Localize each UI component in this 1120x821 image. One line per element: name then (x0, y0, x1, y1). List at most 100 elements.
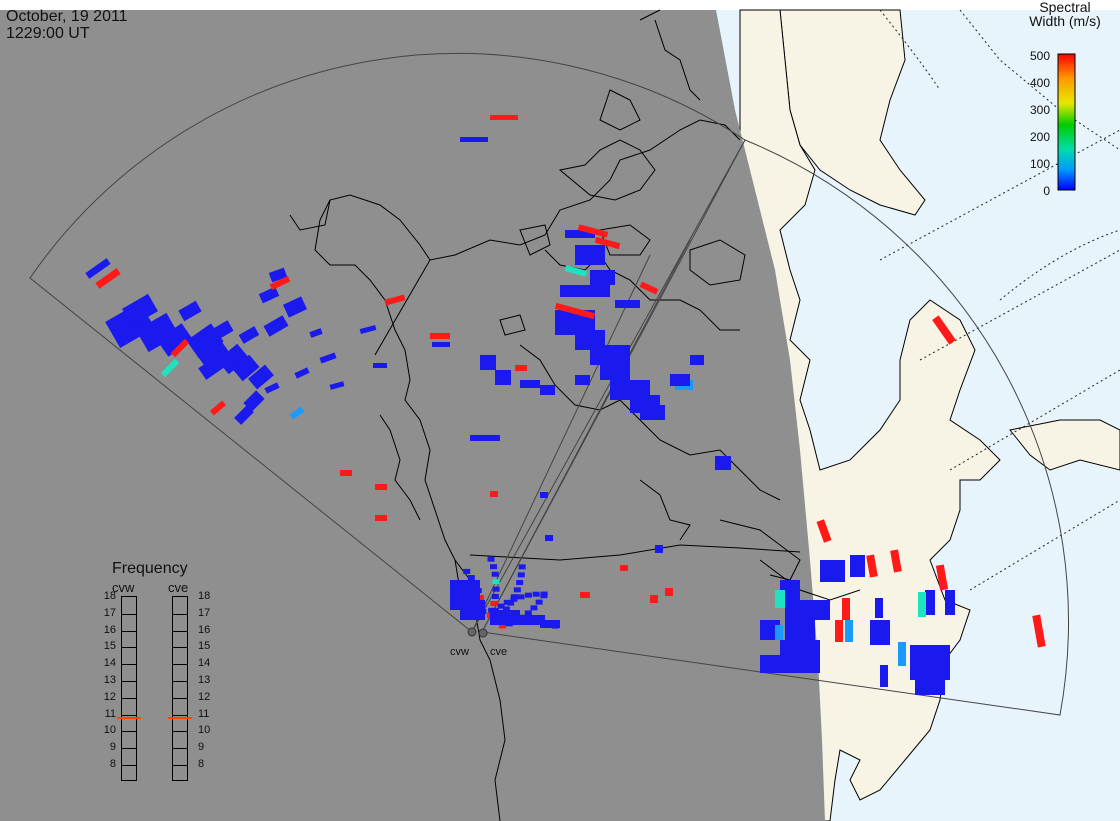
radar-echo-cell (268, 267, 288, 283)
radar-echo-cell (524, 610, 532, 616)
radar-echo-cell (870, 620, 890, 645)
radar-echo-cell (178, 300, 202, 322)
radar-echo-cell (564, 265, 588, 277)
radar-echo-cell (565, 230, 595, 238)
radar-echo-cell (517, 572, 525, 578)
radar-echo-cell (375, 515, 387, 521)
radar-echo-cell (467, 575, 475, 581)
radar-echo-cell (925, 590, 935, 615)
radar-echo-cell (577, 224, 609, 238)
radar-echo-cell (580, 592, 590, 598)
radar-echo-cell (690, 355, 704, 365)
radar-echo-cell (655, 545, 663, 553)
radar-echo-cell (665, 588, 673, 596)
radar-echo-cell (269, 276, 291, 290)
frequency-level-label: 8 (198, 758, 205, 770)
radar-echo-cell (600, 360, 630, 380)
radar-echo-cell (208, 320, 234, 342)
radar-echo-cell (640, 405, 665, 420)
radar-echo-cell (329, 381, 345, 390)
radar-echo-cell (517, 594, 525, 600)
night-region (0, 10, 825, 821)
frequency-level-label: 13 (198, 674, 211, 686)
radar-echo-cell (209, 400, 227, 416)
radar-echo-cell (540, 385, 555, 395)
frequency-level-label: 17 (103, 606, 116, 619)
radar-echo-cell (463, 568, 471, 574)
radar-echo-cell (575, 245, 605, 265)
radar-echo-cell (532, 591, 540, 597)
radar-echo-cell (932, 315, 956, 345)
radar-echoes (85, 115, 1046, 695)
radar-echo-cell (491, 571, 499, 577)
radar-echo-cell (502, 606, 510, 612)
frequency-level-label: 11 (198, 707, 210, 720)
colorbar-title-line1: Spectral (1039, 0, 1091, 15)
radar-echo-cell (95, 268, 121, 289)
radar-echo-cell (520, 380, 540, 388)
radar-echo-cell (545, 535, 553, 541)
radar-echo-cell (650, 595, 658, 603)
radar-echo-cell (460, 137, 488, 142)
frequency-column-cve: cve (168, 580, 189, 595)
colorbar-tick-label: 100 (1029, 157, 1050, 171)
frequency-column-box (172, 596, 188, 781)
radar-echo-cell (620, 565, 628, 571)
colorbar-tick-label: 200 (1029, 130, 1050, 144)
radar-echo-cell (294, 367, 310, 379)
radar-echo-cell (430, 333, 450, 339)
frequency-level-label: 12 (198, 690, 211, 703)
radar-echo-cell (384, 294, 406, 306)
radar-echo-cell (492, 586, 500, 592)
radar-echo-cell (160, 358, 180, 378)
radar-echo-cell (615, 300, 640, 308)
radar-echo-cell (945, 590, 955, 615)
radar-echo-cell (238, 326, 260, 344)
radar-site-label-cve: cve (490, 646, 508, 658)
radar-echo-cell (495, 370, 511, 385)
radar-echo-cell (540, 620, 560, 628)
radar-echo-cell (670, 374, 690, 386)
radar-echo-cell (490, 491, 498, 497)
radar-echo-cell (122, 293, 158, 327)
radar-site-label-cvw: cvw (450, 646, 469, 658)
radar-echo-cell (816, 519, 832, 543)
spectral-width-colorbar (1057, 53, 1076, 191)
radar-echo-cell (866, 554, 878, 578)
radar-echo-cell (639, 281, 659, 295)
radar-echo-cell (515, 365, 527, 371)
latitude-grid (879, 9, 1120, 591)
radar-echo-cell (918, 592, 926, 617)
frequency-level-label: 14 (103, 657, 116, 670)
radar-echo-cell (775, 625, 783, 640)
radar-echo-cell (516, 580, 524, 586)
frequency-level-label: 9 (109, 741, 116, 754)
radar-echo-cell (490, 601, 498, 607)
radar-echo-cell (842, 598, 850, 620)
radar-echo-cell (520, 615, 545, 625)
radar-echo-cell (497, 603, 505, 609)
frequency-level-label: 15 (103, 640, 116, 653)
radar-echo-cell (915, 665, 945, 695)
radar-echo-cell (282, 296, 308, 318)
radar-echo-cell (513, 587, 521, 593)
radar-echo-cell (359, 325, 377, 334)
radar-echo-cell (477, 595, 485, 601)
colorbar-title-line2: Width (m/s) (1029, 13, 1101, 29)
radar-echo-cell (518, 564, 526, 570)
date-label: October, 19 2011 (6, 8, 128, 25)
radar-echo-cell (800, 600, 830, 620)
radar-echo-cell (498, 623, 506, 629)
radar-echo-cell (1032, 614, 1046, 648)
frequency-level-label: 16 (198, 623, 211, 636)
radar-echo-cell (319, 352, 337, 364)
colorbar-tick-label: 400 (1029, 76, 1050, 90)
colorbar-tick-label: 300 (1029, 103, 1050, 117)
radar-echo-cell (560, 285, 610, 297)
radar-echo-cell (289, 406, 305, 420)
radar-echo-cell (875, 598, 883, 618)
day-land-island-east (1009, 419, 1120, 471)
radar-echo-cell (196, 338, 232, 372)
radar-echo-cell (880, 665, 888, 687)
radar-echo-cell (492, 579, 500, 585)
